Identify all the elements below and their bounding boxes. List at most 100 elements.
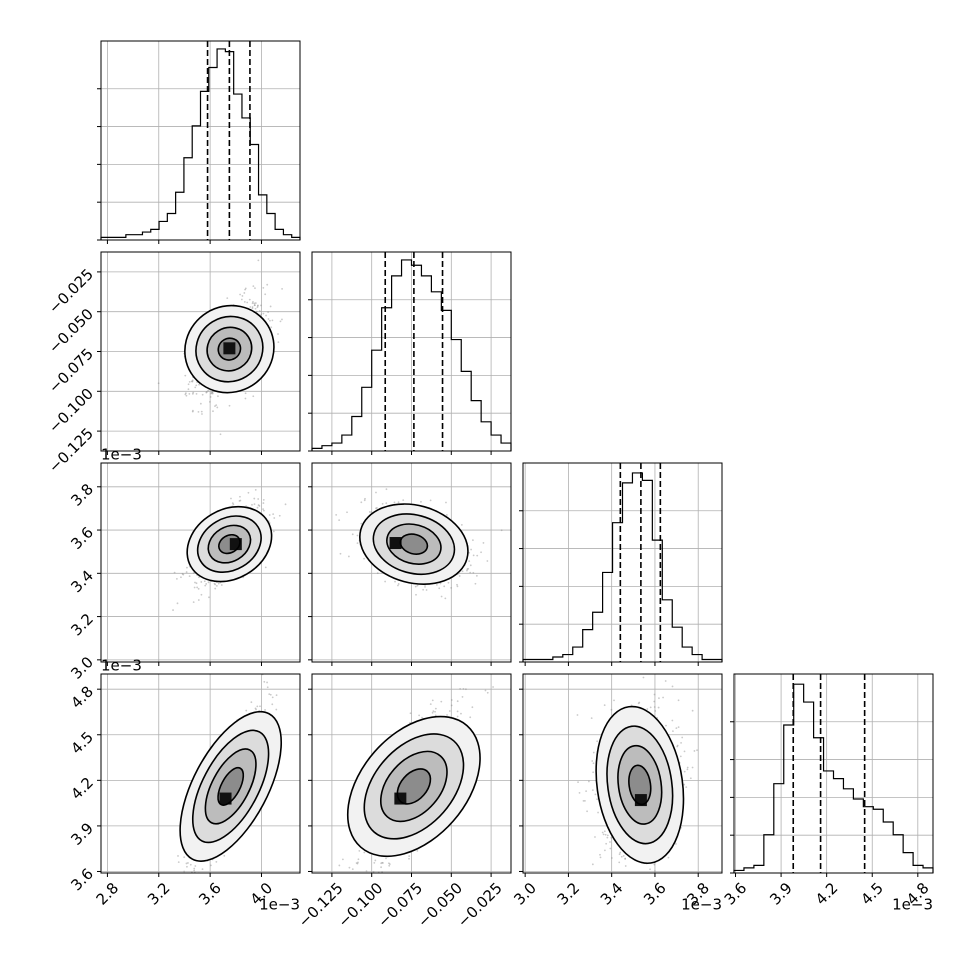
sample-point	[265, 314, 267, 317]
sample-point	[658, 697, 660, 700]
sample-point	[192, 572, 195, 574]
sample-point	[380, 862, 383, 865]
sample-point	[381, 871, 384, 873]
sample-point	[217, 582, 220, 585]
sample-point	[462, 687, 465, 690]
sample-point	[387, 862, 390, 865]
sample-point	[436, 583, 438, 586]
sample-point	[200, 581, 203, 583]
sample-point	[193, 586, 196, 589]
sample-point	[338, 864, 341, 867]
sample-point	[388, 864, 391, 867]
pair-content	[157, 259, 283, 436]
sample-point	[194, 386, 197, 389]
sample-point	[250, 701, 253, 704]
pair-panel-2-0	[97, 462, 301, 666]
panel-frame	[100, 673, 301, 874]
sample-point	[664, 680, 667, 682]
sample-point	[446, 714, 448, 716]
contour-line	[217, 337, 242, 361]
density-level	[400, 534, 428, 555]
sample-point	[683, 783, 686, 786]
sample-point	[197, 587, 200, 590]
panel-frame	[100, 40, 301, 241]
sample-point	[256, 506, 259, 509]
sample-point	[465, 688, 467, 691]
sample-point	[258, 505, 261, 507]
pair-content	[576, 676, 698, 876]
sample-point	[269, 693, 272, 696]
sample-point	[432, 710, 435, 713]
sample-point	[177, 855, 179, 857]
sample-point	[196, 586, 199, 589]
sample-point	[249, 306, 252, 308]
sample-point	[185, 862, 188, 865]
sample-point	[408, 857, 410, 860]
sample-point	[347, 555, 350, 558]
sample-point	[259, 705, 261, 708]
sample-point	[459, 687, 462, 690]
sample-point	[272, 513, 275, 516]
sample-point	[476, 554, 479, 557]
panel-background	[101, 41, 300, 240]
sample-point	[184, 392, 187, 395]
sample-point	[191, 379, 194, 382]
hist-panel-3	[730, 673, 934, 877]
sample-point	[475, 574, 478, 577]
sample-point	[469, 716, 472, 719]
sample-point	[273, 517, 276, 519]
panel-frame	[733, 673, 934, 874]
sample-point	[268, 693, 271, 696]
sample-point	[385, 857, 387, 860]
sample-point	[675, 842, 677, 845]
sample-point	[605, 874, 607, 876]
sample-point	[195, 384, 198, 387]
sample-point	[210, 864, 212, 867]
sample-point	[186, 566, 188, 569]
sample-point	[244, 397, 247, 400]
sample-point	[672, 730, 674, 732]
sample-point	[208, 400, 211, 403]
sample-point	[205, 583, 208, 585]
sample-point	[402, 499, 405, 502]
contour-line	[204, 748, 257, 825]
sample-point	[388, 863, 391, 866]
sample-point	[269, 319, 271, 322]
sample-point	[470, 548, 472, 551]
sample-point	[198, 383, 201, 386]
sample-point	[245, 709, 248, 712]
sample-point	[182, 573, 185, 576]
sample-point	[187, 909, 189, 911]
sample-point	[260, 304, 262, 307]
contour-line	[380, 750, 448, 823]
pair-content	[338, 686, 494, 881]
sample-point	[266, 283, 269, 286]
sample-point	[482, 542, 485, 544]
panel-frame	[522, 462, 723, 663]
histogram-step	[522, 472, 723, 662]
sample-point	[440, 700, 443, 703]
sample-point	[254, 302, 257, 304]
sample-point	[271, 703, 274, 706]
sample-point	[203, 580, 206, 583]
sample-point	[173, 571, 176, 574]
sample-point	[381, 502, 384, 505]
sample-point	[185, 394, 188, 397]
sample-point	[392, 879, 394, 881]
sample-point	[200, 593, 203, 596]
sample-point	[376, 572, 379, 574]
sample-point	[195, 884, 197, 886]
sample-point	[239, 293, 241, 296]
sample-point	[253, 503, 256, 506]
pair-content	[172, 488, 287, 611]
sample-point	[252, 285, 255, 288]
sample-point	[277, 341, 280, 344]
sample-point	[348, 866, 351, 869]
contour-line	[191, 729, 270, 844]
sample-point	[385, 488, 388, 491]
sample-point	[187, 383, 190, 386]
sample-point	[188, 380, 191, 383]
sample-point	[421, 716, 423, 719]
sample-point	[262, 499, 265, 501]
sample-point	[381, 861, 384, 864]
